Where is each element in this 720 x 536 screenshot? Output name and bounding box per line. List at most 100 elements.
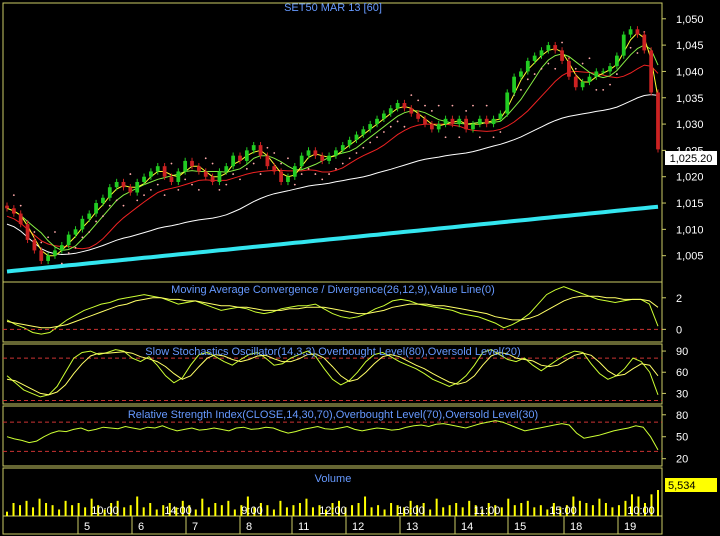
sar-dot bbox=[287, 157, 289, 160]
sar-dot bbox=[492, 136, 495, 139]
candles bbox=[5, 26, 660, 265]
candle-body bbox=[210, 176, 215, 182]
price-tick-label: 1,040 bbox=[676, 66, 704, 78]
sar-dot bbox=[499, 131, 502, 133]
volume-bar bbox=[448, 505, 451, 516]
sar-dot bbox=[163, 194, 166, 197]
candle-body bbox=[347, 139, 352, 146]
candle-body bbox=[190, 160, 194, 167]
macd-signal-line bbox=[6, 295, 659, 329]
sar-dot bbox=[547, 62, 550, 65]
sar-dot bbox=[307, 167, 310, 170]
day-label: 18 bbox=[570, 521, 582, 533]
sar-dot bbox=[74, 246, 77, 249]
candle-body bbox=[279, 171, 283, 182]
volume-bar bbox=[507, 498, 510, 516]
price-chart-title: SET50 MAR 13 [60] bbox=[284, 2, 382, 14]
volume-bar bbox=[526, 500, 529, 516]
candle-body bbox=[313, 150, 318, 156]
day-label: 12 bbox=[352, 521, 364, 533]
candle-body bbox=[306, 150, 311, 156]
rsi-title: Relative Strength Index(CLOSE,14,30,70),… bbox=[128, 409, 538, 421]
time-label: 16:00 bbox=[397, 505, 425, 517]
sar-dot bbox=[67, 252, 70, 254]
price-tick-label: 1,045 bbox=[676, 40, 704, 52]
time-label: 12:00 bbox=[319, 505, 347, 517]
macd-axis: 20 bbox=[662, 293, 682, 336]
macd-lines bbox=[3, 286, 662, 335]
sar-dot bbox=[191, 183, 193, 186]
candle-body bbox=[94, 203, 98, 214]
sar-dot bbox=[355, 152, 358, 154]
sar-dot bbox=[410, 94, 413, 97]
last-price-label: 1,025.20 bbox=[670, 153, 713, 165]
candle-body bbox=[512, 76, 516, 93]
volume-bar bbox=[370, 507, 373, 516]
volume-bar bbox=[637, 496, 640, 516]
candle-body bbox=[546, 45, 551, 51]
volume-bar bbox=[77, 503, 80, 516]
candle-body bbox=[402, 103, 407, 109]
rsi-panel: Relative Strength Index(CLOSE,14,30,70),… bbox=[3, 409, 688, 466]
volume-bar bbox=[272, 509, 275, 516]
sar-dot bbox=[458, 136, 461, 139]
candle-body bbox=[73, 229, 78, 235]
volume-bar bbox=[442, 507, 445, 516]
stochastics-title: Slow Stochastics Oscillator(14,3,3),Over… bbox=[145, 346, 520, 358]
volume-bar bbox=[539, 505, 542, 516]
sar-dot bbox=[259, 173, 262, 175]
candle-body bbox=[560, 50, 564, 61]
sar-dot bbox=[465, 110, 468, 112]
candle-body bbox=[491, 118, 496, 125]
sar-dot bbox=[533, 73, 536, 75]
stochastics-lines bbox=[3, 349, 662, 401]
sar-dot bbox=[245, 167, 248, 170]
volume-bar bbox=[84, 507, 87, 516]
volume-bar bbox=[155, 509, 158, 516]
sar-dot bbox=[629, 46, 632, 49]
price-tick-label: 1,035 bbox=[676, 93, 704, 105]
sar-dot bbox=[239, 178, 241, 181]
volume-bar bbox=[474, 505, 477, 516]
candle-body bbox=[292, 166, 297, 177]
sar-dot bbox=[218, 188, 221, 191]
candle-body bbox=[539, 50, 544, 56]
sar-dot bbox=[273, 152, 276, 154]
candle-body bbox=[196, 166, 201, 172]
sar-dot bbox=[417, 99, 420, 102]
sar-dot bbox=[156, 183, 159, 186]
candle-body bbox=[457, 118, 462, 125]
day-label: 14 bbox=[461, 521, 473, 533]
candle-body bbox=[361, 129, 366, 135]
candle-body bbox=[567, 60, 571, 77]
volume-bar bbox=[598, 498, 601, 516]
volume-bar bbox=[253, 507, 256, 516]
candle-body bbox=[587, 76, 592, 82]
candle-body bbox=[87, 213, 92, 219]
sar-dot bbox=[540, 67, 543, 70]
volume-bar bbox=[461, 507, 464, 516]
sar-dot bbox=[184, 178, 187, 181]
price-tick-label: 1,010 bbox=[676, 224, 704, 236]
volume-bar bbox=[578, 500, 581, 516]
candle-body bbox=[18, 213, 23, 225]
volume-bar bbox=[403, 507, 406, 516]
sar-dot bbox=[232, 173, 235, 175]
price-tick-label: 1,015 bbox=[676, 198, 704, 210]
sar-dot bbox=[122, 204, 125, 207]
candle-body bbox=[265, 155, 270, 167]
panel-frame-rsi bbox=[2, 405, 663, 467]
volume-bar bbox=[285, 507, 288, 516]
stochastics-tick-label: 60 bbox=[676, 367, 688, 379]
sar-dot bbox=[362, 146, 365, 149]
candle-body bbox=[573, 76, 578, 88]
candle-body bbox=[183, 160, 188, 172]
macd-panel: Moving Average Convergence / Divergence(… bbox=[3, 284, 682, 336]
volume-bar bbox=[357, 503, 360, 516]
candle-body bbox=[635, 29, 640, 35]
sar-dot bbox=[102, 215, 104, 218]
sar-dot bbox=[389, 125, 392, 128]
volume-bar bbox=[500, 507, 503, 516]
